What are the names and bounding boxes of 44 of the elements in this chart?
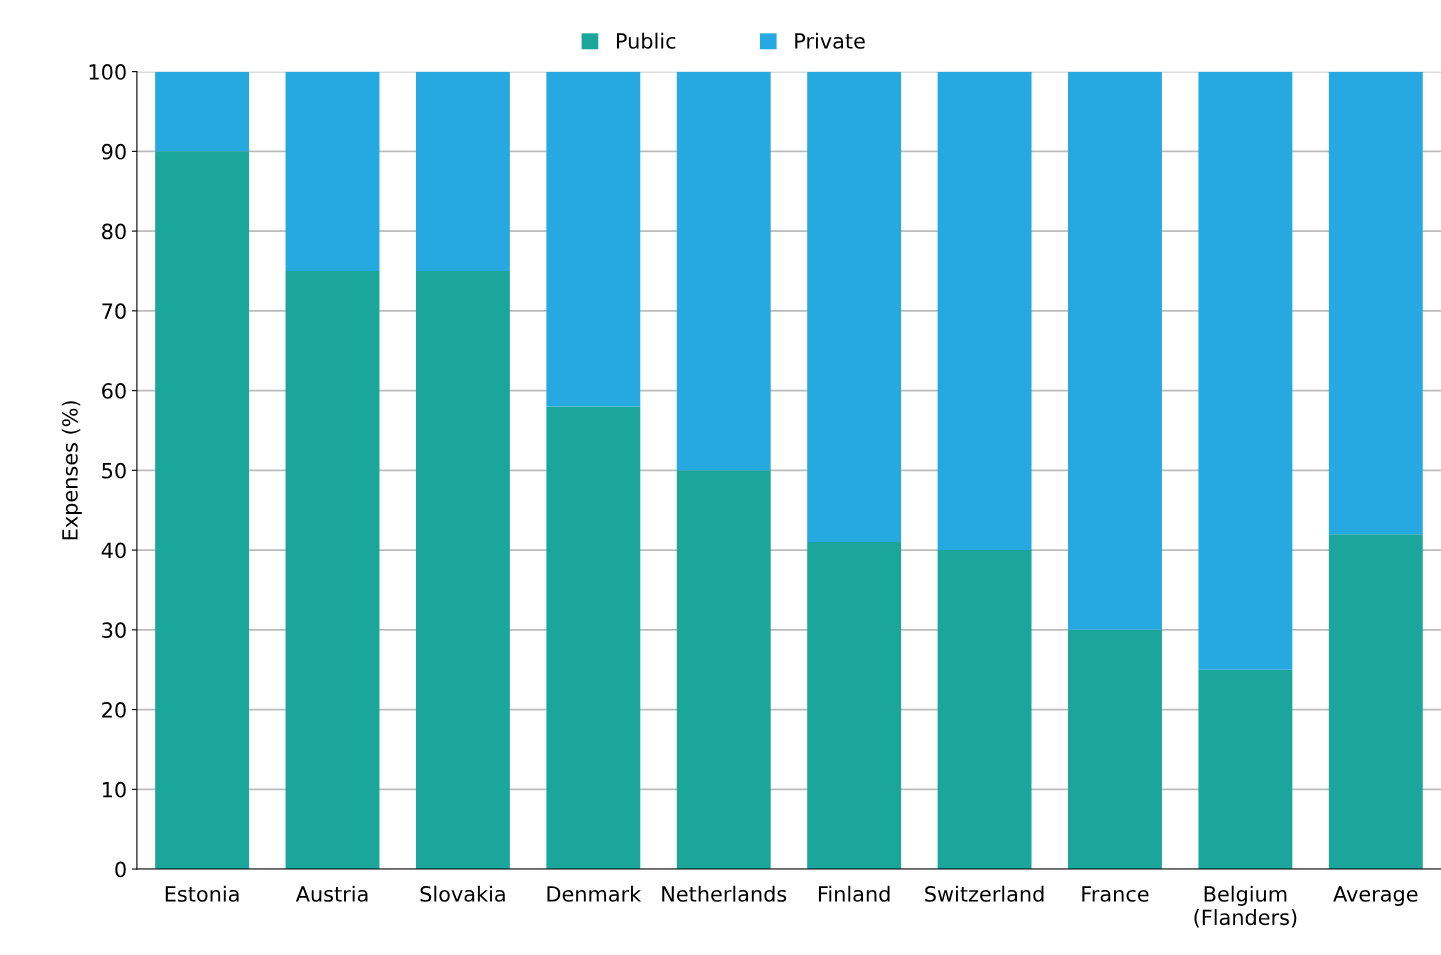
x-tick-label: Denmark [547, 885, 642, 902]
bar [1328, 534, 1423, 870]
x-tick-label: Belgium (Flanders) [1194, 885, 1297, 928]
bar [1068, 71, 1162, 630]
bar [155, 151, 250, 870]
bar [676, 470, 771, 870]
y-axis-title: Expenses (%) [61, 401, 82, 540]
x-tick-label: Switzerland [925, 885, 1044, 902]
bar [1328, 71, 1423, 535]
y-tick-label: 10 [102, 781, 126, 798]
bar [155, 71, 250, 152]
bar [807, 71, 902, 543]
x-tick-label: Austria [295, 885, 368, 902]
bar [937, 71, 1032, 551]
bar [546, 406, 641, 870]
y-tick-label: 60 [102, 383, 126, 399]
y-tick-label: 0 [115, 861, 126, 878]
y-tick-label: 70 [102, 303, 126, 320]
bar [937, 550, 1032, 870]
bar [1068, 629, 1162, 870]
x-tick-label: Slovakia [420, 885, 505, 902]
bar [415, 270, 510, 870]
x-tick-label: Finland [818, 885, 890, 902]
bar [807, 542, 902, 870]
bar [285, 71, 380, 271]
bar [676, 71, 771, 471]
x-tick-label: Estonia [165, 885, 239, 902]
x-tick-label: Netherlands [662, 885, 787, 902]
x-tick-label: Average [1333, 886, 1418, 906]
y-tick-label: 20 [102, 702, 126, 718]
bar [1198, 669, 1293, 870]
y-tick-label: 50 [102, 462, 126, 479]
bar [285, 270, 380, 870]
y-tick-label: 30 [102, 622, 126, 639]
y-tick-label: 100 [89, 64, 126, 80]
y-tick-label: 90 [101, 143, 126, 160]
bar [415, 71, 510, 271]
y-tick-label: 80 [102, 223, 126, 240]
legend-label: Private [795, 32, 865, 49]
legend-label: Public [616, 32, 676, 49]
x-tick-label: France [1082, 886, 1149, 902]
bar [1198, 71, 1293, 670]
bar [546, 71, 641, 407]
y-tick-label: 40 [101, 542, 126, 559]
